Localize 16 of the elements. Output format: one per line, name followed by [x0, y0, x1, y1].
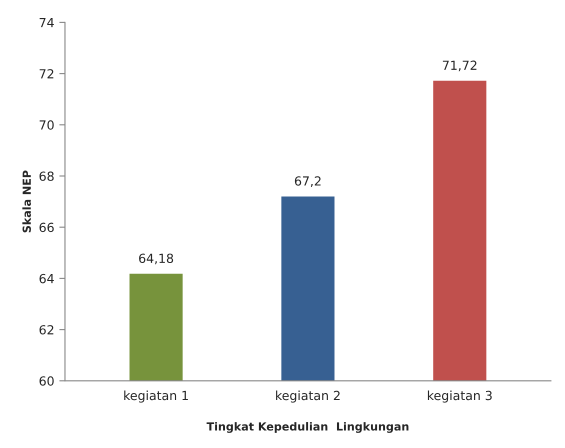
data-label: 64,18: [139, 254, 174, 264]
y-tick-label: 74: [40, 18, 54, 28]
y-tick-label: 68: [40, 171, 54, 181]
x-tick-label: kegiatan 1: [124, 390, 188, 403]
y-axis-title: Skala NEP: [22, 170, 31, 232]
y-tick-label: 66: [40, 222, 54, 232]
x-axis-title: Tingkat Kepedulian Lingkungan: [206, 422, 408, 433]
data-label: 71,72: [442, 60, 476, 72]
y-tick-label: 64: [40, 274, 54, 284]
y-tick-label: 62: [40, 325, 54, 335]
data-label: 67,2: [294, 176, 321, 187]
y-tick-label: 72: [40, 69, 54, 78]
x-tick-label: kegiatan 2: [276, 390, 340, 403]
x-tick-label: kegiatan 3: [428, 390, 492, 403]
y-tick-label: 60: [40, 376, 54, 386]
y-tick-label: 70: [40, 120, 54, 130]
